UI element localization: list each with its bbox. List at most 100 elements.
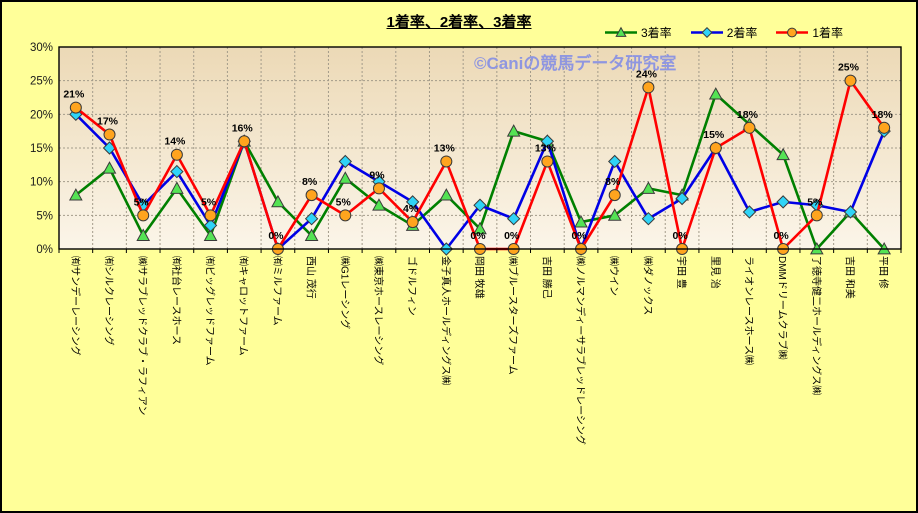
svg-text:0%: 0%: [774, 230, 790, 242]
marker-diamond: [675, 191, 689, 206]
svg-text:㈱G1レーシング: ㈱G1レーシング: [338, 256, 351, 329]
svg-text:0%: 0%: [268, 230, 284, 242]
svg-text:13%: 13%: [535, 142, 557, 154]
marker-diamond: [473, 198, 487, 212]
svg-text:㈲ミルファーム: ㈲ミルファーム: [271, 256, 283, 326]
svg-text:DMMドリームクラブ㈱: DMMドリームクラブ㈱: [776, 256, 789, 360]
marker-circle: [69, 101, 82, 114]
marker-diamond: [170, 164, 184, 179]
marker-circle: [743, 121, 756, 134]
marker-circle: [305, 189, 318, 202]
marker-circle: [137, 209, 150, 222]
svg-text:㈲社台レースホース: ㈲社台レースホース: [170, 256, 183, 345]
marker-diamond: [742, 205, 757, 219]
svg-text:㈲キャロットファーム: ㈲キャロットファーム: [237, 256, 249, 356]
svg-text:㈲サンデーレーシング: ㈲サンデーレーシング: [69, 256, 82, 356]
svg-text:岡田 牧雄: 岡田 牧雄: [473, 256, 486, 299]
data-labels: 21% 17% 5% 14% 5% 16% 0% 8% 5% 9% 4% 13% 0% 0% 13% 0% 8%…: [63, 62, 893, 242]
svg-text:了徳寺健二ホールディングス㈱: 了徳寺健二ホールディングス㈱: [810, 256, 823, 395]
marker-circle: [787, 27, 798, 38]
marker-diamond: [641, 211, 656, 226]
marker-triangle: [68, 188, 83, 201]
marker-circle: [204, 209, 217, 222]
legend-label: 1着率: [812, 26, 844, 40]
marker-triangle: [615, 26, 627, 37]
marker-circle: [103, 128, 116, 141]
marker-triangle: [607, 208, 622, 221]
marker-triangle: [203, 228, 218, 241]
marker-diamond: [608, 154, 622, 169]
svg-text:㈱ブルースターズファーム: ㈱ブルースターズファーム: [507, 256, 520, 375]
marker-triangle: [506, 124, 521, 137]
svg-text:0%: 0%: [571, 230, 587, 242]
svg-text:5%: 5%: [134, 196, 150, 208]
svg-text:西山 茂行: 西山 茂行: [305, 256, 318, 299]
marker-triangle: [136, 228, 151, 241]
marker-diamond: [338, 154, 352, 169]
marker-circle: [170, 148, 183, 161]
svg-text:30%: 30%: [30, 42, 53, 54]
svg-text:13%: 13%: [434, 142, 456, 154]
marker-diamond: [304, 211, 319, 226]
marker-circle: [608, 189, 621, 202]
marker-triangle: [102, 161, 117, 174]
svg-text:4%: 4%: [403, 203, 419, 215]
marker-circle: [372, 182, 385, 195]
marker-diamond: [843, 205, 858, 219]
marker-circle: [238, 135, 251, 148]
legend-item: 3着率: [604, 24, 672, 41]
marker-triangle: [338, 171, 353, 184]
marker-triangle: [776, 147, 790, 161]
marker-diamond: [506, 211, 521, 226]
gridlines: [59, 47, 901, 249]
marker-diamond: [776, 195, 790, 209]
marker-triangle: [271, 194, 285, 208]
marker-triangle: [372, 198, 386, 211]
svg-text:21%: 21%: [63, 89, 85, 101]
svg-text:17%: 17%: [97, 116, 119, 128]
svg-text:0%: 0%: [36, 244, 53, 256]
marker-circle: [642, 81, 655, 94]
legend-diamond-sample: [690, 26, 723, 39]
svg-text:吉田 和美: 吉田 和美: [843, 256, 856, 299]
svg-text:9%: 9%: [369, 169, 385, 181]
svg-text:10%: 10%: [30, 177, 53, 189]
svg-text:㈱ダノックス: ㈱ダノックス: [641, 256, 654, 315]
marker-triangle: [304, 228, 319, 241]
svg-text:20%: 20%: [30, 109, 53, 121]
svg-text:0%: 0%: [504, 230, 520, 242]
svg-text:金子真人ホールディングス㈱: 金子真人ホールディングス㈱: [439, 256, 452, 385]
marker-circle: [878, 121, 891, 134]
svg-text:15%: 15%: [30, 143, 53, 155]
svg-text:㈱サラブレッドクラブ・ラフィアン: ㈱サラブレッドクラブ・ラフィアン: [136, 256, 149, 415]
svg-text:25%: 25%: [838, 62, 860, 74]
legend-item: 1着率: [775, 24, 843, 41]
marker-diamond: [701, 26, 713, 39]
chart-title: 1着率、2着率、3着率: [386, 14, 532, 31]
marker-circle: [406, 216, 419, 229]
marker-triangle: [170, 181, 184, 194]
marker-diamond: [540, 134, 555, 148]
legend-triangle-sample: [605, 26, 637, 37]
svg-text:㈲シルクレーシング: ㈲シルクレーシング: [103, 256, 116, 346]
marker-triangle: [708, 87, 723, 100]
svg-text:24%: 24%: [636, 68, 658, 80]
svg-text:㈲ビッグレッドファーム: ㈲ビッグレッドファーム: [204, 256, 217, 366]
marker-circle: [810, 209, 823, 222]
legend-item: 2着率: [690, 24, 758, 41]
plot-border: [58, 46, 902, 250]
svg-text:8%: 8%: [302, 176, 318, 188]
marker-triangle: [473, 221, 487, 235]
legend-label: 2着率: [726, 26, 758, 40]
svg-text:25%: 25%: [30, 76, 53, 88]
svg-text:5%: 5%: [36, 210, 53, 222]
marker-circle: [339, 209, 352, 222]
watermark: ©Caniの競馬データ研究室: [474, 53, 676, 73]
svg-text:㈱ノルマンディーサラブレッドレーシング: ㈱ノルマンディーサラブレッドレーシング: [574, 256, 587, 445]
svg-text:18%: 18%: [737, 109, 759, 121]
marker-triangle: [574, 215, 588, 228]
svg-text:0%: 0%: [470, 230, 486, 242]
y-axis-labels: 0% 5% 10% 15% 20% 25% 30%: [30, 42, 53, 256]
